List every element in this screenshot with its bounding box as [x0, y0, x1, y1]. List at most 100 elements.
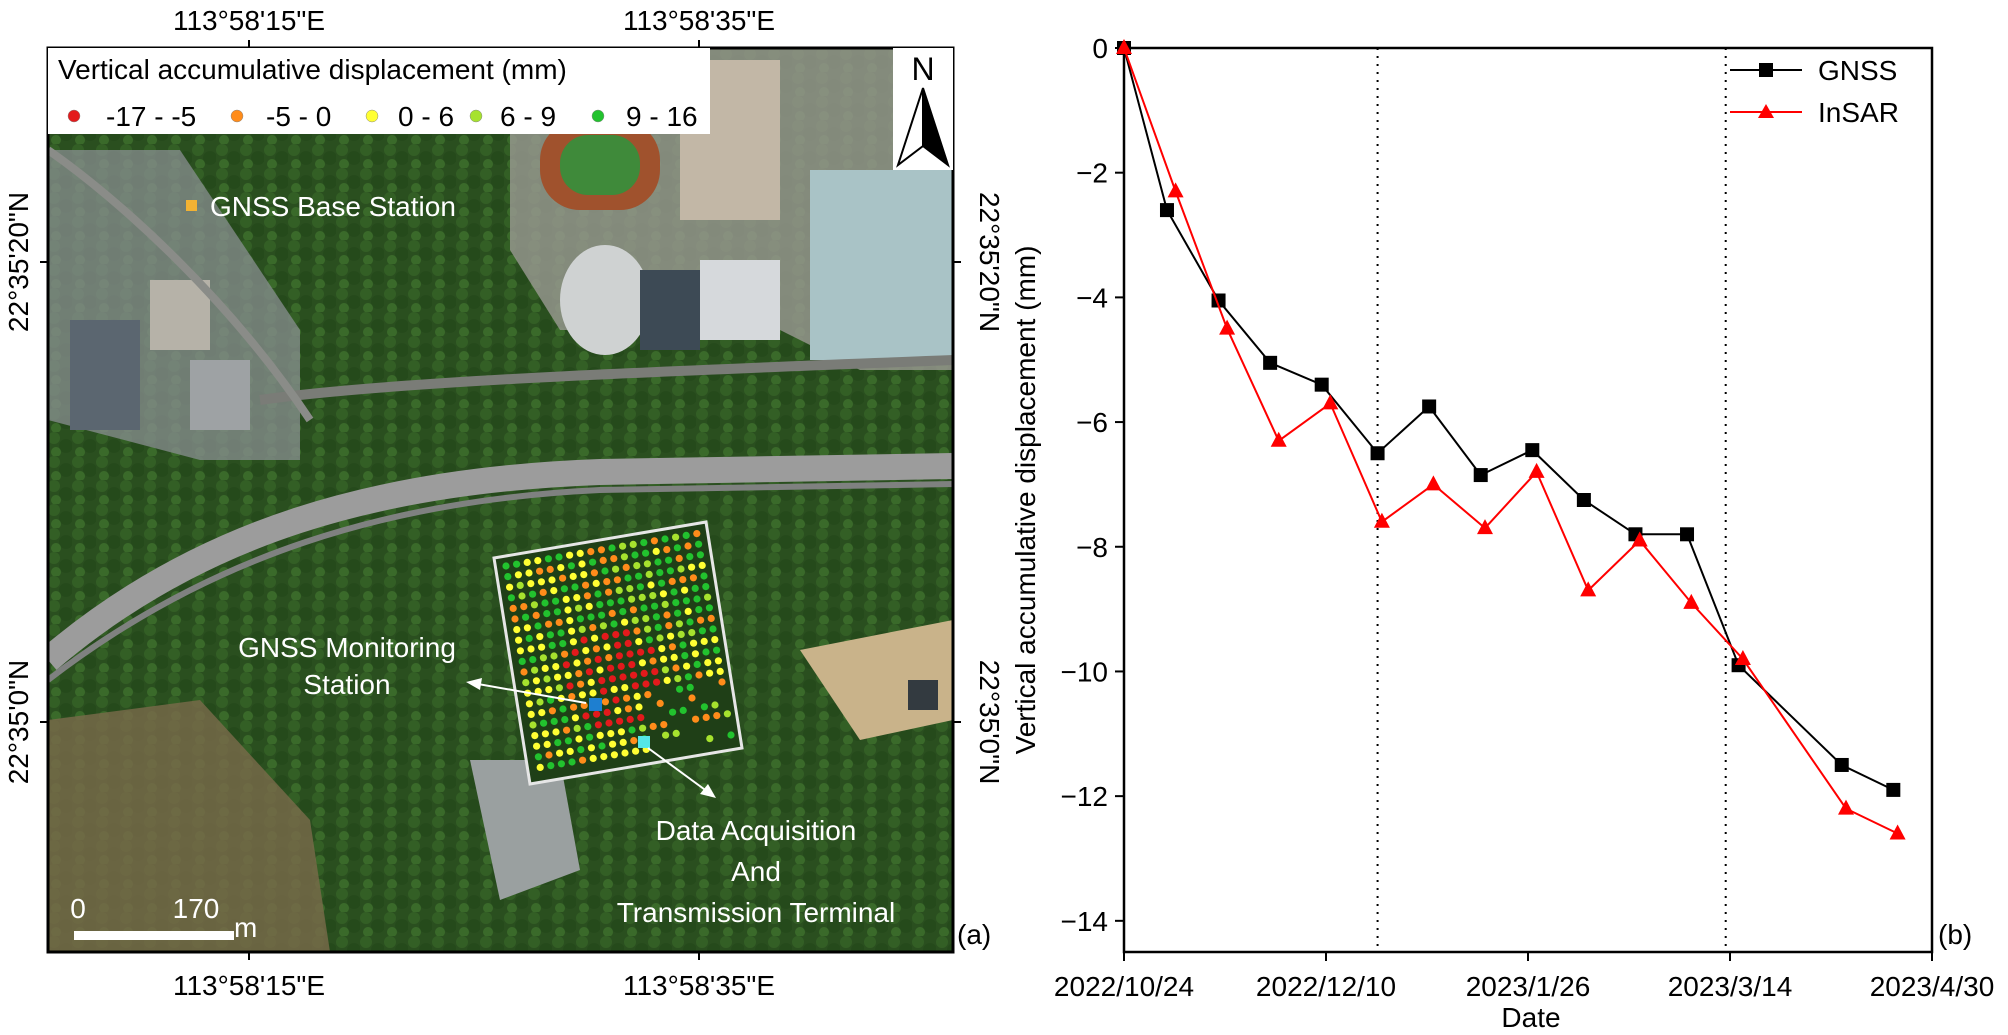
data-point-gnss — [1525, 443, 1540, 458]
monitoring-station-label-2: Station — [303, 669, 390, 700]
displacement-point — [608, 675, 617, 683]
displacement-point — [677, 630, 685, 639]
displacement-point — [529, 656, 537, 664]
legend-swatch-3 — [365, 109, 379, 123]
map-panel: 113°58'15"E 113°58'35"E 113°58'15"E 113°… — [3, 5, 1005, 1001]
displacement-point — [640, 539, 648, 547]
displacement-point — [619, 542, 627, 550]
displacement-point — [584, 723, 592, 731]
displacement-point — [567, 562, 576, 570]
data-point-insar — [1838, 799, 1854, 815]
displacement-point — [658, 645, 666, 653]
displacement-point — [696, 551, 705, 559]
displacement-point — [563, 726, 571, 734]
displacement-point — [635, 572, 643, 580]
displacement-point — [561, 716, 569, 724]
displacement-point — [640, 604, 648, 612]
legend-label-3: 0 - 6 — [398, 101, 454, 132]
displacement-point — [704, 659, 712, 667]
displacement-point — [598, 742, 606, 750]
left-lat-label-1: 22°35'20"N — [3, 192, 34, 332]
displacement-point — [605, 588, 613, 596]
displacement-point — [566, 747, 574, 756]
data-point-gnss — [1314, 377, 1329, 392]
displacement-point — [700, 703, 709, 711]
legend-marker-gnss — [1759, 63, 1773, 77]
displacement-point — [600, 687, 608, 695]
displacement-point — [714, 657, 723, 665]
displacement-point — [660, 721, 668, 729]
displacement-point — [636, 583, 645, 591]
displacement-point — [610, 751, 619, 759]
displacement-point — [502, 562, 510, 570]
displacement-point — [543, 610, 551, 618]
displacement-point — [532, 611, 540, 620]
displacement-point — [675, 554, 683, 563]
legend-label-insar: InSAR — [1818, 97, 1899, 128]
legend-label-2: -5 - 0 — [266, 101, 331, 132]
displacement-point — [713, 712, 721, 720]
displacement-point — [538, 709, 546, 717]
right-lat-label-2: 22°35'0"N — [974, 660, 1005, 785]
displacement-point — [612, 631, 620, 639]
displacement-point — [638, 593, 646, 602]
displacement-point — [652, 613, 661, 621]
x-axis: 2022/10/24 2022/12/10 2023/1/26 2023/3/14 20… — [1054, 952, 1994, 1002]
displacement-point — [593, 710, 601, 718]
displacement-point — [675, 620, 684, 628]
displacement-point — [633, 627, 641, 635]
displacement-point — [700, 572, 708, 580]
displacement-point — [605, 654, 613, 662]
displacement-point — [663, 611, 671, 619]
y-tick-label: −6 — [1076, 407, 1108, 438]
terminal-label-1: Data Acquisition — [656, 815, 857, 846]
displacement-point — [681, 652, 689, 660]
data-point-insar — [1734, 650, 1751, 665]
displacement-point — [663, 546, 671, 554]
data-point-insar — [1580, 581, 1597, 597]
displacement-point — [597, 546, 606, 554]
displacement-point — [537, 578, 546, 586]
top-lon-label-1: 113°58'15"E — [173, 5, 325, 36]
data-point-insar — [1631, 531, 1648, 547]
data-point-gnss — [1159, 203, 1174, 218]
displacement-point — [547, 762, 555, 770]
displacement-point — [647, 581, 655, 589]
displacement-point — [690, 639, 698, 647]
displacement-point — [723, 710, 732, 718]
displacement-point — [679, 576, 687, 584]
displacement-point — [582, 647, 590, 655]
displacement-point — [539, 588, 547, 597]
displacement-point — [589, 689, 597, 697]
displacement-point — [617, 662, 625, 671]
displacement-point — [691, 584, 699, 593]
displacement-point — [684, 542, 692, 550]
left-lat-label-2: 22°35'0"N — [3, 660, 34, 785]
displacement-point — [635, 703, 643, 711]
displacement-point — [522, 679, 530, 687]
data-point-gnss — [1576, 493, 1591, 507]
displacement-point — [598, 611, 606, 619]
displacement-point — [545, 686, 553, 694]
displacement-point — [575, 604, 583, 612]
displacement-point — [557, 760, 566, 768]
displacement-point — [529, 721, 537, 729]
displacement-point — [615, 586, 623, 595]
displacement-point — [523, 624, 532, 632]
map-ticks — [40, 40, 961, 960]
displacement-point — [665, 556, 673, 564]
displacement-point — [554, 673, 562, 681]
data-point-insar — [1167, 182, 1184, 198]
displacement-point — [518, 592, 526, 600]
displacement-point — [527, 645, 535, 653]
displacement-point — [596, 601, 604, 609]
panel-label-a: (a) — [957, 919, 991, 950]
displacement-point — [518, 657, 526, 666]
displacement-point — [709, 625, 717, 633]
north-arrow: N — [893, 48, 953, 170]
displacement-point — [601, 567, 609, 575]
displacement-point — [674, 609, 682, 617]
displacement-point — [569, 572, 577, 581]
legend-swatch-1 — [67, 109, 81, 123]
displacement-point — [566, 682, 574, 690]
